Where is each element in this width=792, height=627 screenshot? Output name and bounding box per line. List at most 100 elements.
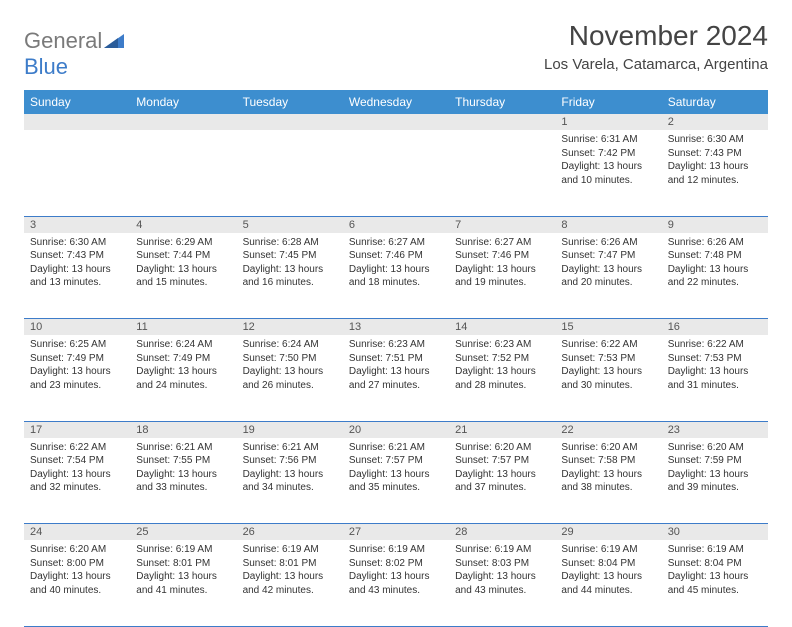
- day-cell: Sunrise: 6:24 AMSunset: 7:50 PMDaylight:…: [237, 335, 343, 421]
- day-number: 2: [662, 114, 768, 130]
- sunrise-text: Sunrise: 6:30 AM: [30, 236, 124, 250]
- daylight-text: Daylight: 13 hours and 45 minutes.: [668, 570, 762, 597]
- page-header: General Blue November 2024 Los Varela, C…: [24, 20, 768, 80]
- sunset-text: Sunset: 7:57 PM: [349, 454, 443, 468]
- sunset-text: Sunset: 8:02 PM: [349, 557, 443, 571]
- week-number-row: 3456789: [24, 216, 768, 233]
- week-number-row: 17181920212223: [24, 421, 768, 438]
- day-cell: Sunrise: 6:19 AMSunset: 8:04 PMDaylight:…: [555, 540, 661, 626]
- sunrise-text: Sunrise: 6:22 AM: [668, 338, 762, 352]
- daylight-text: Daylight: 13 hours and 43 minutes.: [455, 570, 549, 597]
- day-cell: Sunrise: 6:30 AMSunset: 7:43 PMDaylight:…: [662, 130, 768, 216]
- sunset-text: Sunset: 7:53 PM: [668, 352, 762, 366]
- sunrise-text: Sunrise: 6:19 AM: [243, 543, 337, 557]
- day-cell: Sunrise: 6:23 AMSunset: 7:51 PMDaylight:…: [343, 335, 449, 421]
- day-header-saturday: Saturday: [662, 90, 768, 114]
- daylight-text: Daylight: 13 hours and 38 minutes.: [561, 468, 655, 495]
- sunset-text: Sunset: 7:50 PM: [243, 352, 337, 366]
- sunset-text: Sunset: 7:45 PM: [243, 249, 337, 263]
- sunset-text: Sunset: 8:00 PM: [30, 557, 124, 571]
- week-content-row: Sunrise: 6:25 AMSunset: 7:49 PMDaylight:…: [24, 335, 768, 421]
- sunset-text: Sunset: 7:47 PM: [561, 249, 655, 263]
- day-cell: Sunrise: 6:19 AMSunset: 8:01 PMDaylight:…: [130, 540, 236, 626]
- day-number: 21: [449, 421, 555, 438]
- sunset-text: Sunset: 8:04 PM: [561, 557, 655, 571]
- daylight-text: Daylight: 13 hours and 30 minutes.: [561, 365, 655, 392]
- daylight-text: Daylight: 13 hours and 40 minutes.: [30, 570, 124, 597]
- day-number: 26: [237, 524, 343, 541]
- day-header-monday: Monday: [130, 90, 236, 114]
- sunset-text: Sunset: 7:57 PM: [455, 454, 549, 468]
- day-cell: Sunrise: 6:26 AMSunset: 7:47 PMDaylight:…: [555, 233, 661, 319]
- day-cell: Sunrise: 6:19 AMSunset: 8:02 PMDaylight:…: [343, 540, 449, 626]
- empty-day-number: [343, 114, 449, 130]
- daylight-text: Daylight: 13 hours and 18 minutes.: [349, 263, 443, 290]
- day-header-wednesday: Wednesday: [343, 90, 449, 114]
- day-cell: Sunrise: 6:22 AMSunset: 7:53 PMDaylight:…: [555, 335, 661, 421]
- daylight-text: Daylight: 13 hours and 32 minutes.: [30, 468, 124, 495]
- sunrise-text: Sunrise: 6:27 AM: [349, 236, 443, 250]
- day-number: 3: [24, 216, 130, 233]
- day-cell: Sunrise: 6:20 AMSunset: 7:58 PMDaylight:…: [555, 438, 661, 524]
- day-number: 7: [449, 216, 555, 233]
- day-number: 22: [555, 421, 661, 438]
- sunset-text: Sunset: 7:48 PM: [668, 249, 762, 263]
- week-number-row: 10111213141516: [24, 319, 768, 336]
- daylight-text: Daylight: 13 hours and 15 minutes.: [136, 263, 230, 290]
- sunrise-text: Sunrise: 6:31 AM: [561, 133, 655, 147]
- sunrise-text: Sunrise: 6:24 AM: [136, 338, 230, 352]
- sunset-text: Sunset: 7:42 PM: [561, 147, 655, 161]
- sunrise-text: Sunrise: 6:23 AM: [455, 338, 549, 352]
- empty-day-cell: [237, 130, 343, 216]
- sunrise-text: Sunrise: 6:19 AM: [668, 543, 762, 557]
- daylight-text: Daylight: 13 hours and 19 minutes.: [455, 263, 549, 290]
- day-cell: Sunrise: 6:23 AMSunset: 7:52 PMDaylight:…: [449, 335, 555, 421]
- day-cell: Sunrise: 6:31 AMSunset: 7:42 PMDaylight:…: [555, 130, 661, 216]
- brand-name-part2: Blue: [24, 54, 68, 79]
- sunrise-text: Sunrise: 6:19 AM: [455, 543, 549, 557]
- sunrise-text: Sunrise: 6:20 AM: [561, 441, 655, 455]
- empty-day-cell: [449, 130, 555, 216]
- daylight-text: Daylight: 13 hours and 22 minutes.: [668, 263, 762, 290]
- sunrise-text: Sunrise: 6:21 AM: [136, 441, 230, 455]
- brand-name-part1: General: [24, 28, 102, 53]
- sunrise-text: Sunrise: 6:20 AM: [30, 543, 124, 557]
- sunset-text: Sunset: 7:53 PM: [561, 352, 655, 366]
- week-number-row: 12: [24, 114, 768, 130]
- day-number: 16: [662, 319, 768, 336]
- day-number: 20: [343, 421, 449, 438]
- sunrise-text: Sunrise: 6:30 AM: [668, 133, 762, 147]
- sunrise-text: Sunrise: 6:22 AM: [30, 441, 124, 455]
- day-cell: Sunrise: 6:21 AMSunset: 7:55 PMDaylight:…: [130, 438, 236, 524]
- daylight-text: Daylight: 13 hours and 28 minutes.: [455, 365, 549, 392]
- daylight-text: Daylight: 13 hours and 34 minutes.: [243, 468, 337, 495]
- day-cell: Sunrise: 6:27 AMSunset: 7:46 PMDaylight:…: [449, 233, 555, 319]
- day-number: 24: [24, 524, 130, 541]
- empty-day-cell: [24, 130, 130, 216]
- brand-text: General Blue: [24, 28, 124, 80]
- sunset-text: Sunset: 7:52 PM: [455, 352, 549, 366]
- sunset-text: Sunset: 7:54 PM: [30, 454, 124, 468]
- calendar-table: SundayMondayTuesdayWednesdayThursdayFrid…: [24, 90, 768, 627]
- day-cell: Sunrise: 6:28 AMSunset: 7:45 PMDaylight:…: [237, 233, 343, 319]
- week-content-row: Sunrise: 6:20 AMSunset: 8:00 PMDaylight:…: [24, 540, 768, 626]
- day-number: 27: [343, 524, 449, 541]
- daylight-text: Daylight: 13 hours and 24 minutes.: [136, 365, 230, 392]
- day-cell: Sunrise: 6:22 AMSunset: 7:53 PMDaylight:…: [662, 335, 768, 421]
- sunset-text: Sunset: 7:49 PM: [136, 352, 230, 366]
- sunrise-text: Sunrise: 6:19 AM: [561, 543, 655, 557]
- day-cell: Sunrise: 6:21 AMSunset: 7:56 PMDaylight:…: [237, 438, 343, 524]
- daylight-text: Daylight: 13 hours and 10 minutes.: [561, 160, 655, 187]
- sunset-text: Sunset: 7:46 PM: [349, 249, 443, 263]
- daylight-text: Daylight: 13 hours and 33 minutes.: [136, 468, 230, 495]
- daylight-text: Daylight: 13 hours and 31 minutes.: [668, 365, 762, 392]
- day-number: 13: [343, 319, 449, 336]
- day-cell: Sunrise: 6:30 AMSunset: 7:43 PMDaylight:…: [24, 233, 130, 319]
- sunset-text: Sunset: 7:59 PM: [668, 454, 762, 468]
- day-number: 11: [130, 319, 236, 336]
- daylight-text: Daylight: 13 hours and 23 minutes.: [30, 365, 124, 392]
- sunset-text: Sunset: 7:43 PM: [668, 147, 762, 161]
- empty-day-cell: [343, 130, 449, 216]
- day-number: 29: [555, 524, 661, 541]
- sunset-text: Sunset: 7:44 PM: [136, 249, 230, 263]
